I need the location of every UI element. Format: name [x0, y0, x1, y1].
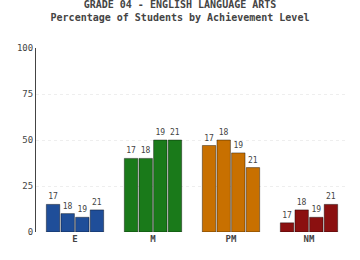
svg-text:25: 25 — [22, 181, 33, 191]
svg-text:18: 18 — [141, 146, 151, 155]
svg-text:21: 21 — [326, 192, 336, 201]
svg-text:M: M — [150, 234, 156, 244]
svg-text:21: 21 — [248, 156, 258, 165]
svg-text:17: 17 — [48, 192, 58, 201]
svg-text:17: 17 — [126, 146, 136, 155]
svg-text:17: 17 — [204, 134, 214, 143]
svg-text:17: 17 — [282, 211, 292, 220]
svg-text:PM: PM — [226, 234, 237, 244]
svg-text:NM: NM — [304, 234, 315, 244]
svg-text:19: 19 — [233, 141, 243, 150]
svg-text:18: 18 — [63, 202, 73, 211]
svg-text:21: 21 — [170, 128, 180, 137]
svg-text:75: 75 — [22, 89, 33, 99]
svg-text:19: 19 — [311, 205, 321, 214]
svg-text:GRADE 04 - ENGLISH LANGUAGE AR: GRADE 04 - ENGLISH LANGUAGE ARTSPercenta… — [51, 0, 310, 23]
svg-text:50: 50 — [22, 135, 33, 145]
svg-text:18: 18 — [219, 128, 229, 137]
svg-text:E: E — [72, 234, 77, 244]
svg-text:100: 100 — [17, 43, 33, 53]
svg-text:19: 19 — [155, 128, 165, 137]
svg-text:0: 0 — [28, 227, 33, 237]
svg-text:21: 21 — [92, 198, 102, 207]
svg-text:19: 19 — [77, 205, 87, 214]
svg-text:18: 18 — [297, 198, 307, 207]
